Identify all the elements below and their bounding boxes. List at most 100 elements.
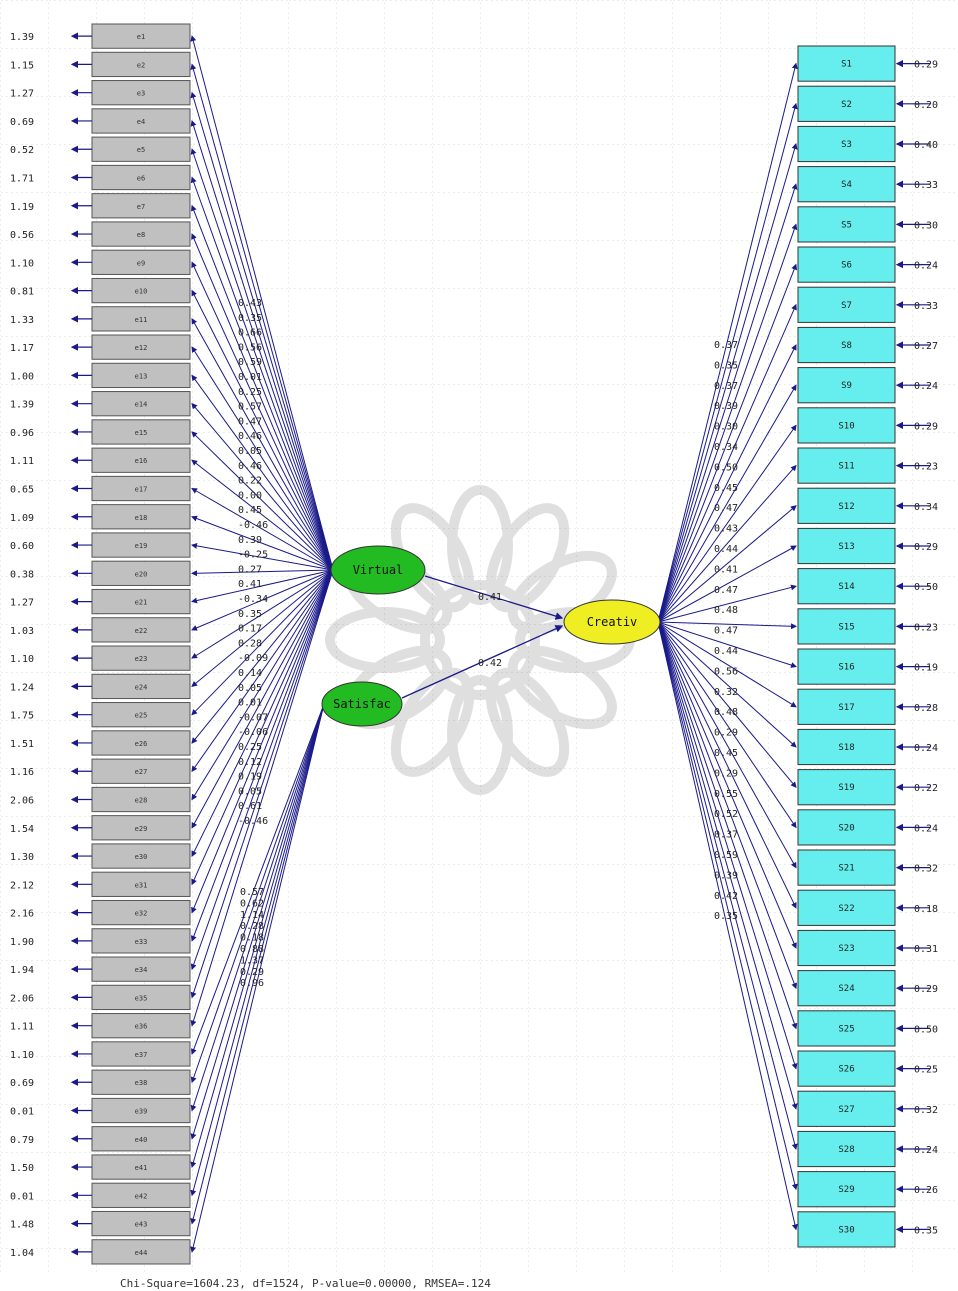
virtual-loading-value: 0.57 <box>238 402 262 413</box>
right-error-value: 0.29 <box>914 60 938 71</box>
right-indicator-label: S28 <box>838 1145 854 1155</box>
right-indicator-label: S14 <box>838 582 854 592</box>
left-indicator-box <box>91 80 191 106</box>
left-error-value: 1.10 <box>10 654 34 665</box>
latent-ellipse <box>321 681 403 727</box>
virtual-loading-value: 0.25 <box>238 387 262 398</box>
left-error-value: 0.38 <box>10 569 34 580</box>
satisfac-loading-value: 0.62 <box>240 898 264 909</box>
right-indicator-label: S11 <box>838 462 854 472</box>
loading-arrow <box>191 204 334 571</box>
loading-arrow <box>657 621 797 829</box>
right-indicator-box <box>797 608 896 645</box>
right-indicator-box <box>797 769 896 806</box>
left-indicator-label: e39 <box>135 1108 148 1116</box>
loading-arrow <box>190 176 334 571</box>
loading-arrow <box>191 569 334 914</box>
virtual-loading-value: 0.17 <box>238 624 262 635</box>
left-indicator-box <box>91 306 191 332</box>
loading-arrow <box>657 584 797 623</box>
satisfac-loading-value: 1.37 <box>240 955 264 966</box>
left-error-value: 0.96 <box>10 428 34 439</box>
right-indicator-box <box>797 809 896 846</box>
left-indicator-label: e44 <box>135 1249 148 1257</box>
right-indicator-label: S1 <box>841 60 852 70</box>
loading-arrow <box>657 102 798 623</box>
loading-arrow <box>191 569 334 716</box>
creativ-loading-value: 0.59 <box>714 850 738 861</box>
right-error-value: 0.29 <box>914 984 938 995</box>
watermark-petal <box>325 607 445 673</box>
right-indicator-box <box>797 849 896 886</box>
right-error-value: 0.25 <box>914 1065 938 1076</box>
right-indicator-box <box>797 447 896 484</box>
loading-arrow <box>190 148 334 571</box>
right-indicator-box <box>797 1211 896 1248</box>
right-error-value: 0.24 <box>914 743 938 754</box>
virtual-loading-value: 0.01 <box>238 698 262 709</box>
left-error-value: 1.17 <box>10 343 34 354</box>
loading-arrow <box>191 515 334 571</box>
loading-arrow <box>657 621 798 990</box>
left-indicator-box <box>91 221 191 247</box>
left-error-value: 0.65 <box>10 485 34 496</box>
right-indicator-box <box>797 648 896 685</box>
left-indicator-box <box>91 645 191 671</box>
right-indicator-label: S6 <box>841 261 852 271</box>
right-indicator-box <box>797 728 896 766</box>
virtual-loading-value: 0.39 <box>238 535 262 546</box>
left-indicator-box <box>91 362 191 389</box>
loading-arrow <box>191 317 334 571</box>
left-indicator-label: e14 <box>135 401 148 409</box>
loading-arrow <box>191 402 334 571</box>
left-indicator-label: e29 <box>135 825 148 833</box>
right-error-value: 0.28 <box>914 703 938 714</box>
left-error-value: 1.00 <box>10 371 34 382</box>
left-indicator-label: e16 <box>135 457 148 465</box>
right-error-value: 0.32 <box>914 864 938 875</box>
loading-arrow <box>657 621 798 1191</box>
left-indicator-label: e3 <box>137 90 145 98</box>
latent-label: Creativ <box>587 615 638 629</box>
left-indicator-label: e34 <box>135 966 148 974</box>
left-error-value: 0.81 <box>10 287 34 298</box>
virtual-loading-value: 0.01 <box>238 372 262 383</box>
virtual-loading-value: 0.45 <box>238 505 262 516</box>
watermark-center <box>420 580 540 700</box>
right-indicator-label: S4 <box>841 180 852 190</box>
right-indicator-box <box>797 326 896 364</box>
satisfac-loading-value: 0.18 <box>240 933 264 944</box>
right-indicator-box <box>797 688 896 725</box>
loading-arrow <box>190 703 325 1197</box>
loading-arrow <box>191 569 334 631</box>
virtual-loading-value: -0.06 <box>238 727 268 738</box>
virtual-loading-value: 0.56 <box>238 342 262 353</box>
latent-variables: Virtual Satisfac Creativ <box>321 545 661 727</box>
left-indicator-label: e28 <box>135 797 148 805</box>
left-error-value: 0.69 <box>10 117 34 128</box>
path-coefficient-virtual: 0.41 <box>478 592 502 603</box>
left-indicator-label: e19 <box>135 542 148 550</box>
right-indicator-label: S17 <box>838 703 854 713</box>
right-indicator-label: S12 <box>838 502 854 512</box>
virtual-loading-value: 0.46 <box>238 461 262 472</box>
fit-statistics: Chi-Square=1604.23, df=1524, P-value=0.0… <box>120 1277 491 1290</box>
creativ-loading-value: 0.44 <box>714 646 738 657</box>
left-indicator-box <box>91 1182 191 1208</box>
right-indicator-label: S9 <box>841 381 852 391</box>
right-indicator-label: S22 <box>838 904 854 914</box>
left-indicator-box <box>91 504 191 530</box>
right-error-value: 0.50 <box>914 582 938 593</box>
right-error-value: 0.33 <box>914 301 938 312</box>
left-indicator-box <box>91 928 191 954</box>
left-error-value: 0.52 <box>10 145 34 156</box>
right-indicator-box <box>797 125 896 163</box>
loading-arrow <box>657 621 797 708</box>
right-indicator-box <box>797 407 896 444</box>
left-indicator-label: e2 <box>137 61 145 69</box>
creativ-loading-value: 0.47 <box>714 585 738 596</box>
left-indicator-label: e40 <box>135 1136 148 1144</box>
left-error-value: 1.94 <box>10 965 34 976</box>
loading-arrow <box>190 703 325 1169</box>
creativ-loading-value: 0.48 <box>714 707 738 718</box>
